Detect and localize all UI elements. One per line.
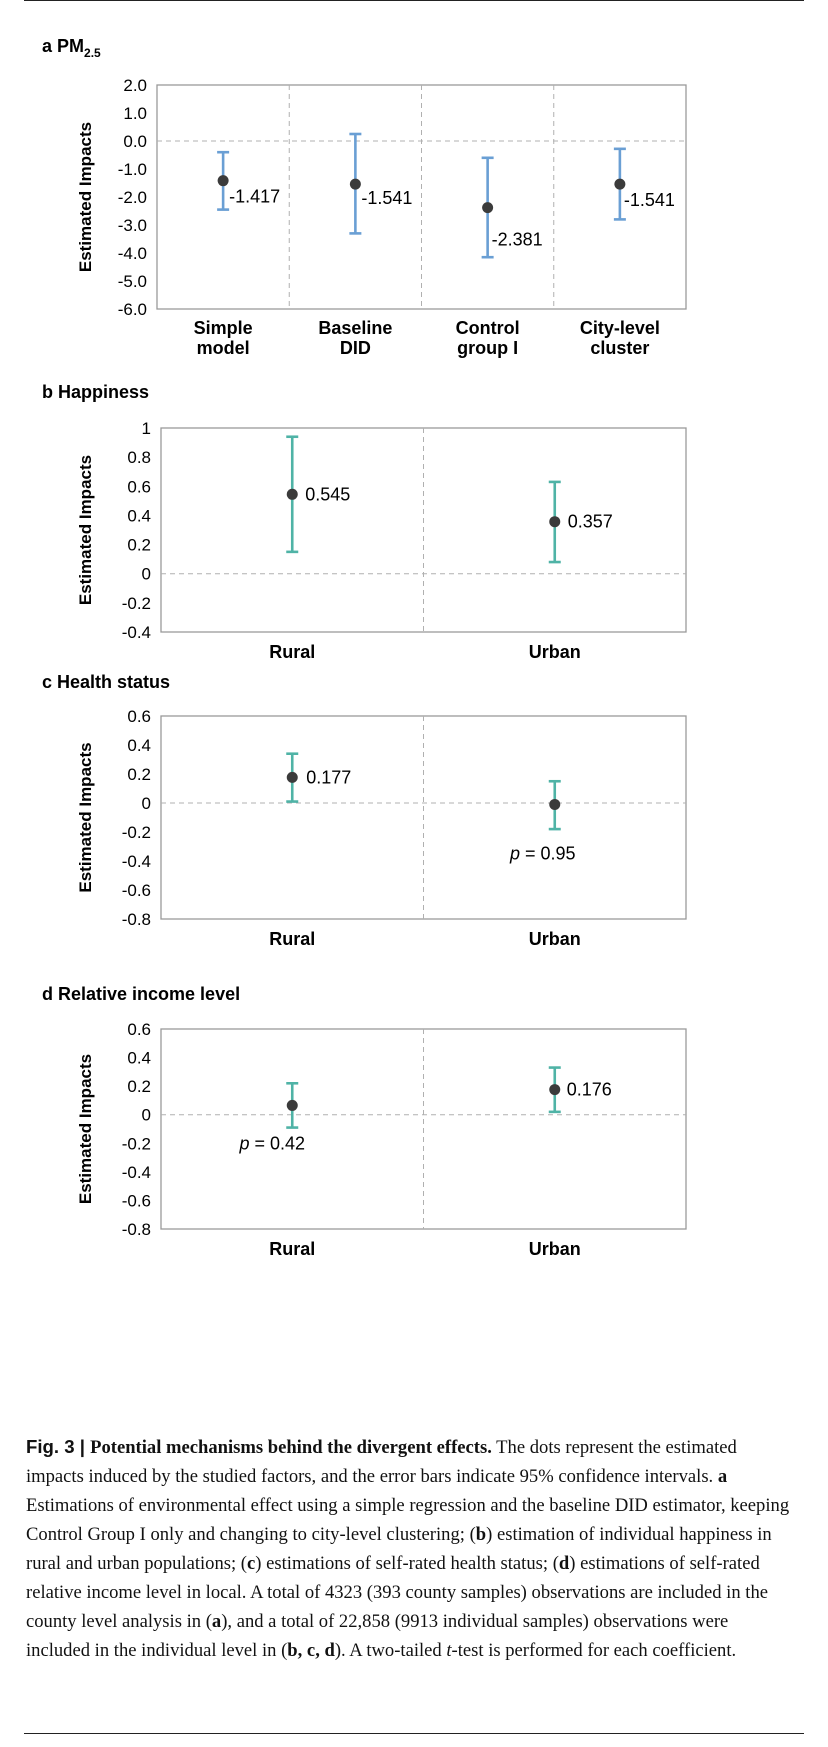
data-point [482,202,494,214]
y-tick-label: 0.2 [127,1077,151,1096]
caption-text-5: ) estimations of self-rated relative inc… [26,1553,768,1632]
y-axis-label: Estimated Impacts [76,122,95,272]
figure-panels: a PM2.5 2.0 1.0 0.0 -1.0 -2.0 -3.0 -4.0 -5.0 -6.0… [42,36,687,1259]
bottom-rule [24,1733,804,1734]
caption-ref-c: c [247,1553,256,1574]
data-point [286,771,298,783]
caption-text-6: ), and a total of 22,858 (9913 individua… [26,1611,729,1661]
y-tick-label: 2.0 [123,76,147,95]
y-tick-label: 0.4 [127,736,151,755]
caption-text-1: The dots represent the estimated impacts… [26,1437,737,1487]
y-tick-label: -0.6 [122,881,151,900]
category-label: Rural [269,929,315,949]
y-tick-label: -5.0 [118,272,147,291]
y-tick-label: -0.2 [122,1134,151,1153]
category-label: Urban [529,1239,581,1259]
y-tick-label: -3.0 [118,216,147,235]
category-label: Control [456,318,520,338]
caption-text-8: -test is performed for each coefficient. [451,1640,737,1661]
y-tick-label: -0.8 [122,1220,151,1239]
category-label: Simple [194,318,253,338]
data-point [549,516,561,528]
caption-fig-label: Fig. 3 | [26,1436,91,1457]
y-tick-label: -0.4 [122,623,151,642]
y-axis-label: Estimated Impacts [76,1054,95,1204]
y-tick-label: 1 [142,419,151,438]
data-label: -1.541 [624,190,675,210]
y-tick-label: 0.8 [127,448,151,467]
y-tick-label: -2.0 [118,188,147,207]
data-label: 0.177 [306,767,351,787]
y-tick-label: -0.2 [122,594,151,613]
data-label: -1.417 [229,187,280,207]
caption-ref-b: b [475,1524,487,1545]
y-tick-label: 0.2 [127,536,151,555]
category-label: DID [340,338,371,358]
y-tick-label: 0.6 [127,1020,151,1039]
category-label: Rural [269,642,315,662]
panel-title-d: d Relative income level [42,984,240,1004]
panel-title-b: b Happiness [42,382,149,402]
data-label: -1.541 [361,188,412,208]
y-tick-label: -0.2 [122,823,151,842]
panel-title-c: c Health status [42,672,170,692]
category-label: group I [457,338,518,358]
caption-ref-bcd: b, c, d [287,1640,335,1661]
y-tick-label: 0.0 [123,132,147,151]
y-axis-label: Estimated Impacts [76,742,95,892]
data-point [286,1099,298,1111]
y-tick-label: 0 [142,1106,151,1125]
y-tick-label: 0.2 [127,765,151,784]
y-axis-label: Estimated Impacts [76,455,95,605]
caption-heading: Potential mechanisms behind the divergen… [90,1437,492,1458]
data-point [217,175,229,187]
caption-text-2: Estimations of environmental effect usin… [26,1495,790,1545]
data-point [549,1084,561,1096]
y-tick-label: -0.6 [122,1191,151,1210]
y-tick-label: -0.4 [122,1163,151,1182]
y-tick-label: 0 [142,565,151,584]
category-label: Urban [529,929,581,949]
data-point [549,798,561,810]
category-label: City-level [580,318,660,338]
p-value-label: p = 0.95 [509,843,576,863]
p-value-label: p = 0.42 [238,1133,305,1153]
data-point [614,178,626,190]
caption-text-7: ). A two-tailed [334,1640,447,1661]
category-label: cluster [590,338,649,358]
data-label: -2.381 [492,230,543,250]
y-tick-label: -0.4 [122,852,151,871]
data-label: 0.176 [567,1080,612,1100]
y-tick-label: -4.0 [118,244,147,263]
top-rule [24,0,804,1]
y-tick-label: 0.4 [127,506,151,525]
data-point [286,488,298,500]
caption-ref-d: d [558,1553,570,1574]
panel-title-a: a PM2.5 [42,36,101,60]
y-tick-label: 0 [142,794,151,813]
y-tick-label: -6.0 [118,300,147,319]
y-tick-label: -1.0 [118,160,147,179]
y-tick-label: 0.6 [127,477,151,496]
data-point [349,178,361,190]
caption-text-4: ) estimations of self-rated health statu… [255,1553,559,1574]
category-label: Rural [269,1239,315,1259]
caption-ref-a: a [717,1466,728,1487]
y-tick-label: 1.0 [123,104,147,123]
caption-text-3: ) estimation of individual happiness in … [26,1524,772,1574]
figure-caption: Fig. 3 | Potential mechanisms behind the… [26,1432,796,1665]
y-tick-label: 0.4 [127,1049,151,1068]
caption-t-italic: t [446,1640,452,1661]
y-tick-label: 0.6 [127,707,151,726]
data-label: 0.357 [568,512,613,532]
category-label: model [197,338,250,358]
caption-ref-a2: a [211,1611,222,1632]
category-label: Baseline [318,318,392,338]
data-label: 0.545 [305,484,350,504]
y-tick-label: -0.8 [122,910,151,929]
category-label: Urban [529,642,581,662]
